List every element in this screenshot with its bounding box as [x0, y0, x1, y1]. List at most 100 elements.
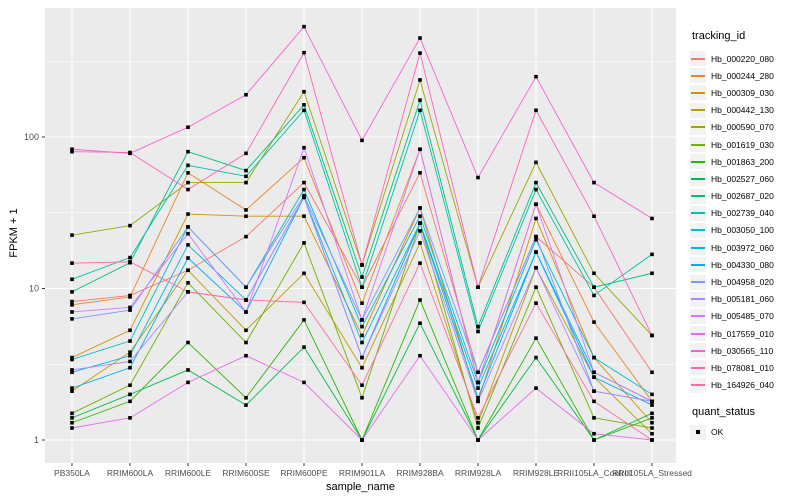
data-point — [534, 108, 538, 113]
data-point — [244, 403, 248, 407]
data-point — [650, 252, 654, 257]
data-point — [534, 160, 538, 165]
series-color-line — [691, 332, 705, 335]
legend-item: Hb_030565_110 — [690, 342, 798, 359]
legend-item: Hb_001619_030 — [690, 136, 798, 153]
legend-item-label: Hb_078081_010 — [711, 362, 774, 373]
data-point — [128, 328, 132, 333]
y-tick-label: 10 — [29, 284, 39, 294]
legend-item: Hb_003972_060 — [690, 239, 798, 256]
data-point — [70, 420, 74, 425]
data-point — [70, 277, 74, 282]
data-point — [70, 147, 74, 152]
legend-key-line-icon — [690, 137, 706, 153]
data-point — [128, 255, 132, 260]
legend-item-label: Hb_005485_070 — [711, 311, 774, 322]
data-point — [70, 149, 74, 154]
data-point — [244, 208, 248, 212]
data-point — [418, 229, 422, 233]
legend-item: Hb_000442_130 — [690, 102, 798, 119]
data-point — [534, 301, 538, 305]
legend-key-line-icon — [690, 171, 706, 187]
data-point — [650, 271, 654, 276]
legend-key-line-icon — [690, 154, 706, 170]
data-point — [128, 365, 132, 370]
data-point — [244, 234, 248, 239]
data-point — [244, 328, 248, 333]
legend-item-label: Hb_004330_080 — [711, 259, 774, 270]
data-point — [128, 383, 132, 387]
data-point — [592, 355, 596, 360]
data-point — [70, 303, 74, 307]
legend-item-ok: OK — [690, 424, 798, 441]
data-point — [360, 285, 364, 289]
data-point — [70, 389, 74, 393]
data-point — [650, 426, 654, 430]
data-point — [186, 225, 190, 229]
data-point — [534, 180, 538, 185]
legend-item-label: Hb_002527_060 — [711, 173, 774, 184]
data-point — [186, 256, 190, 260]
series-color-line — [691, 384, 705, 387]
data-point — [70, 426, 74, 430]
legend-item: Hb_000220_080 — [690, 50, 798, 67]
data-point — [592, 370, 596, 375]
legend-item: Hb_002687_020 — [690, 188, 798, 205]
data-point — [244, 285, 248, 289]
data-point — [70, 310, 74, 314]
data-point — [650, 438, 654, 442]
x-tick-label: PB350LA — [54, 468, 90, 478]
data-point — [534, 187, 538, 192]
series-color-line — [691, 177, 705, 180]
data-point — [186, 231, 190, 236]
data-point — [360, 301, 364, 305]
data-point — [244, 214, 248, 219]
data-point — [186, 340, 190, 345]
data-point — [418, 147, 422, 152]
data-point — [128, 305, 132, 310]
legend-item: Hb_002739_040 — [690, 205, 798, 222]
data-point — [302, 214, 306, 219]
x-tick-label: RRIM928BA — [396, 468, 444, 478]
legend-key-line-icon — [690, 291, 706, 307]
data-point — [476, 416, 480, 420]
data-point — [650, 403, 654, 407]
data-point — [360, 355, 364, 360]
data-point — [70, 357, 74, 362]
data-point — [418, 98, 422, 102]
legend-item-label: Hb_005181_060 — [711, 294, 774, 305]
data-point — [650, 420, 654, 425]
data-point — [534, 237, 538, 242]
data-point — [70, 261, 74, 265]
data-point — [418, 51, 422, 55]
data-point — [302, 108, 306, 113]
y-tick-label: 1 — [34, 435, 39, 445]
data-point — [128, 308, 132, 312]
x-axis-title: sample_name — [325, 481, 396, 493]
x-tick-label: RRII105LA_Control — [557, 468, 631, 478]
legend-item-label: Hb_004958_020 — [711, 277, 774, 288]
legend-item-label: Hb_000220_080 — [711, 53, 774, 64]
data-point — [70, 368, 74, 372]
data-point — [244, 92, 248, 97]
legend-item-label: Hb_003972_060 — [711, 242, 774, 253]
filled-square-icon — [696, 430, 700, 435]
data-point — [244, 340, 248, 345]
data-point — [302, 195, 306, 200]
data-point — [534, 355, 538, 360]
legend-key-line-icon — [690, 222, 706, 238]
data-point — [302, 380, 306, 385]
data-point — [244, 168, 248, 173]
legend-item: Hb_164926_040 — [690, 377, 798, 394]
legend-item-label: Hb_164926_040 — [711, 380, 774, 391]
data-point — [476, 438, 480, 442]
data-point — [592, 320, 596, 324]
legend-key-line-icon — [690, 51, 706, 67]
data-point — [302, 271, 306, 276]
data-point — [70, 233, 74, 237]
data-point — [186, 180, 190, 185]
data-point — [128, 350, 132, 354]
legend-title-tracking-id: tracking_id — [692, 30, 746, 42]
